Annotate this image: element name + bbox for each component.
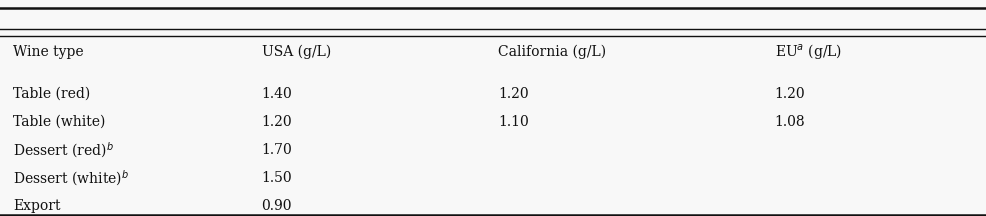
Text: 1.20: 1.20 (261, 115, 292, 129)
Text: Export: Export (13, 199, 60, 213)
Text: 1.20: 1.20 (774, 87, 805, 101)
Text: USA (g/L): USA (g/L) (261, 45, 330, 59)
Text: California (g/L): California (g/L) (498, 45, 606, 59)
Text: 0.90: 0.90 (261, 199, 292, 213)
Text: 1.50: 1.50 (261, 171, 292, 185)
Text: 1.70: 1.70 (261, 143, 292, 157)
Text: 1.40: 1.40 (261, 87, 292, 101)
Text: Dessert (white)$^{b}$: Dessert (white)$^{b}$ (13, 168, 129, 188)
Text: Wine type: Wine type (13, 45, 84, 59)
Text: EU$^{a}$ (g/L): EU$^{a}$ (g/L) (774, 42, 841, 61)
Text: Dessert (red)$^{b}$: Dessert (red)$^{b}$ (13, 140, 113, 160)
Text: 1.10: 1.10 (498, 115, 528, 129)
Text: 1.20: 1.20 (498, 87, 528, 101)
Text: 1.08: 1.08 (774, 115, 805, 129)
Text: Table (red): Table (red) (13, 87, 90, 101)
Text: Table (white): Table (white) (13, 115, 106, 129)
